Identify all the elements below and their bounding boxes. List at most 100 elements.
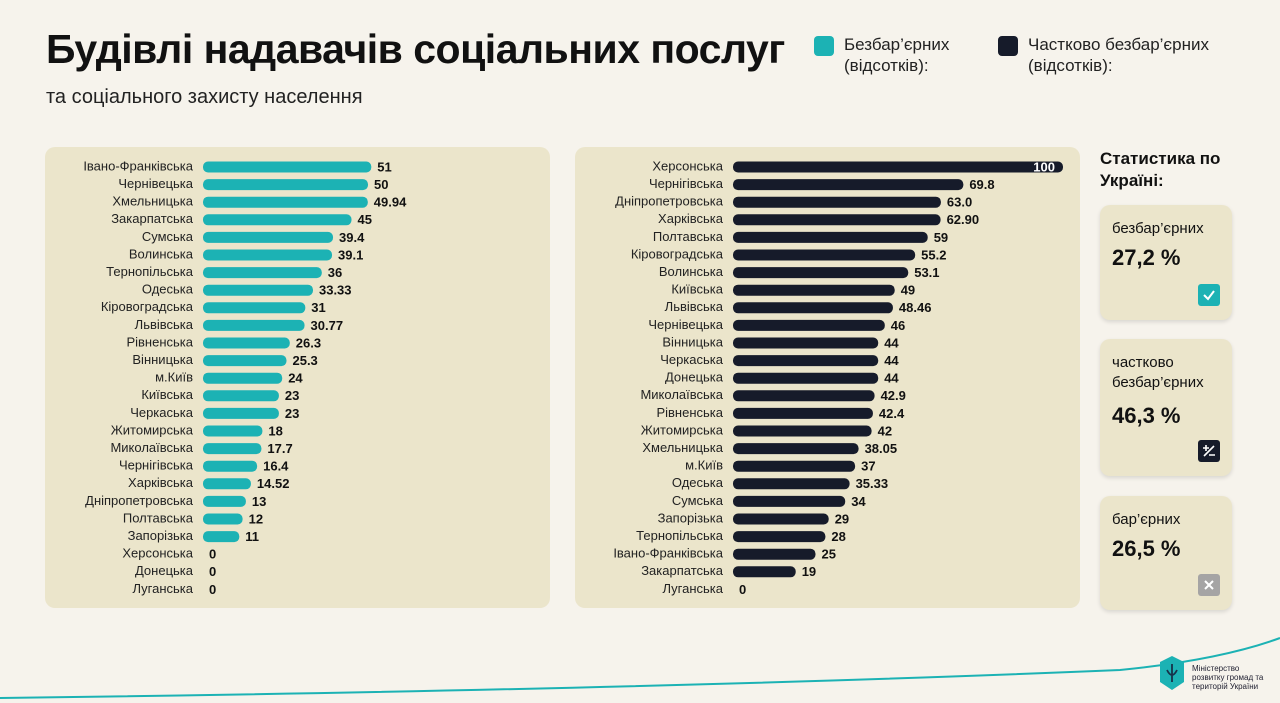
category-label: Хмельницька xyxy=(112,194,193,209)
stat-value: 27,2 % xyxy=(1112,245,1181,270)
bar xyxy=(203,302,306,314)
bar xyxy=(203,460,258,472)
bar xyxy=(733,495,846,507)
value-label: 25 xyxy=(822,547,836,562)
stat-value: 26,5 % xyxy=(1112,536,1181,561)
stats-title: Статистика по Україні: xyxy=(1100,149,1221,190)
value-label: 50 xyxy=(374,177,388,192)
value-label: 26.3 xyxy=(296,335,321,350)
value-label: 25.3 xyxy=(292,353,317,368)
category-label: Кіровоградська xyxy=(101,299,194,314)
bar xyxy=(733,425,872,437)
category-label: Запорізька xyxy=(658,510,724,525)
bar xyxy=(733,249,916,261)
category-label: Закарпатська xyxy=(111,211,194,226)
bar xyxy=(733,566,796,578)
bar xyxy=(733,284,895,296)
value-label: 35.33 xyxy=(856,476,889,491)
bar xyxy=(733,337,879,349)
bar xyxy=(733,355,879,367)
bar xyxy=(203,531,240,543)
category-label: Чернівецька xyxy=(118,176,193,191)
stat-card: частково безбар’єрних 46,3 % xyxy=(1100,339,1232,476)
category-label: Луганська xyxy=(132,581,193,596)
category-label: Тернопільська xyxy=(636,528,724,543)
value-label: 12 xyxy=(249,511,263,526)
category-label: Івано-Франківська xyxy=(83,158,193,173)
cross-icon xyxy=(1198,574,1220,596)
bar xyxy=(203,196,368,208)
category-label: Черкаська xyxy=(660,352,724,367)
value-label: 23 xyxy=(285,388,299,403)
category-label: Сумська xyxy=(142,229,194,244)
bar xyxy=(203,443,262,455)
value-label: 42.9 xyxy=(881,388,906,403)
legend-label: Безбар’єрних (відсотків): xyxy=(844,35,950,75)
category-label: Волинська xyxy=(659,264,724,279)
value-label: 39.1 xyxy=(338,247,363,262)
value-label: 38.05 xyxy=(865,441,898,456)
category-label: Чернівецька xyxy=(648,317,723,332)
category-label: Одеська xyxy=(672,475,724,490)
value-label: 0 xyxy=(209,564,216,579)
category-label: Донецька xyxy=(135,563,194,578)
category-label: Київська xyxy=(671,282,723,297)
legend-swatch xyxy=(998,36,1018,56)
category-label: Івано-Франківська xyxy=(613,546,723,561)
value-label: 0 xyxy=(739,582,746,597)
value-label: 17.7 xyxy=(267,441,292,456)
footer-decor xyxy=(0,637,1280,699)
bar xyxy=(203,407,279,419)
category-label: м.Київ xyxy=(685,458,723,473)
value-label: 23 xyxy=(285,406,299,421)
value-label: 62.90 xyxy=(947,212,980,227)
panel xyxy=(45,147,550,608)
category-label: Полтавська xyxy=(123,510,194,525)
bar xyxy=(733,443,859,455)
bar xyxy=(733,231,928,243)
value-label: 49 xyxy=(901,283,915,298)
value-label: 44 xyxy=(884,371,899,386)
value-label: 36 xyxy=(328,265,342,280)
category-label: Рівненська xyxy=(656,405,723,420)
category-label: Луганська xyxy=(662,581,723,596)
category-label: Київська xyxy=(141,387,193,402)
bar xyxy=(733,302,893,314)
bar xyxy=(203,478,251,490)
subtitle: та соціального захисту населення xyxy=(46,86,363,108)
bar xyxy=(733,196,941,208)
value-label: 18 xyxy=(268,423,282,438)
bar xyxy=(203,267,322,279)
charts: Івано-Франківська 51 Чернівецька 50 Хмельниц… xyxy=(45,147,1080,608)
bar xyxy=(203,390,279,402)
bar xyxy=(733,460,856,472)
category-label: Закарпатська xyxy=(641,563,724,578)
bar xyxy=(203,214,352,226)
value-label: 42.4 xyxy=(879,406,905,421)
legend-label: Частково безбар’єрних (відсотків): xyxy=(1028,35,1209,75)
bar xyxy=(733,161,1063,173)
bar xyxy=(203,179,368,191)
category-label: Херсонська xyxy=(652,158,723,173)
bar xyxy=(203,231,334,243)
value-label: 46 xyxy=(891,318,905,333)
stat-card: бар’єрних 26,5 % xyxy=(1100,496,1232,610)
category-label: Херсонська xyxy=(122,546,193,561)
stat-label: безбар’єрних xyxy=(1112,220,1204,237)
bar xyxy=(203,249,333,261)
bar xyxy=(733,267,909,279)
value-label: 16.4 xyxy=(263,459,289,474)
stat-label: частково безбар’єрних xyxy=(1112,354,1204,391)
bar xyxy=(203,161,372,173)
value-label: 14.52 xyxy=(257,476,290,491)
category-label: м.Київ xyxy=(155,370,193,385)
bar xyxy=(733,531,826,543)
category-label: Львівська xyxy=(135,317,194,332)
category-label: Львівська xyxy=(665,299,724,314)
stat-label: бар’єрних xyxy=(1112,511,1181,528)
category-label: Донецька xyxy=(665,370,724,385)
bar xyxy=(203,284,313,296)
category-label: Хмельницька xyxy=(642,440,723,455)
value-label: 51 xyxy=(377,159,391,174)
org-name: Міністерство розвитку громад та територі… xyxy=(1192,664,1264,691)
